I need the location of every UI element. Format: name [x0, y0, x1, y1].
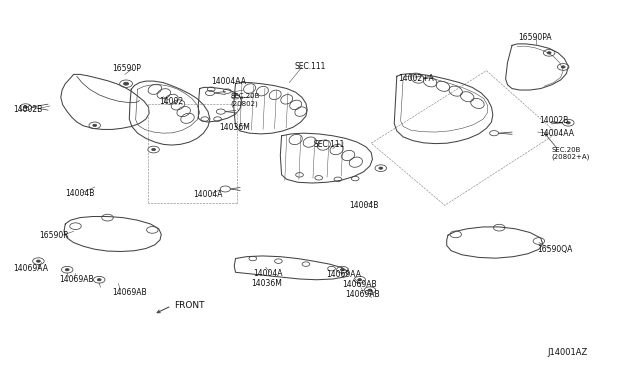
Circle shape — [36, 260, 40, 262]
Circle shape — [547, 52, 551, 54]
Text: 16590P: 16590P — [112, 64, 141, 73]
Circle shape — [93, 124, 97, 126]
Text: 14004A: 14004A — [253, 269, 283, 278]
Text: 14069AA: 14069AA — [13, 264, 48, 273]
Circle shape — [24, 106, 28, 108]
Text: (20802): (20802) — [230, 101, 258, 108]
Text: (20802+A): (20802+A) — [552, 154, 590, 160]
Circle shape — [124, 82, 129, 85]
Circle shape — [561, 66, 565, 68]
Text: 14036M: 14036M — [219, 123, 250, 132]
Text: 14004AA: 14004AA — [540, 129, 575, 138]
Text: 14004A: 14004A — [193, 190, 223, 199]
Text: 14069AB: 14069AB — [60, 275, 94, 284]
Text: J14001AZ: J14001AZ — [547, 348, 588, 357]
Text: 14004B: 14004B — [65, 189, 95, 198]
Text: 14069AB: 14069AB — [342, 280, 377, 289]
Text: 14002+A: 14002+A — [398, 74, 434, 83]
Circle shape — [368, 289, 372, 291]
Text: 14002B: 14002B — [13, 105, 42, 114]
Circle shape — [152, 148, 156, 151]
Circle shape — [379, 167, 383, 169]
Text: SEC.111: SEC.111 — [294, 62, 326, 71]
Text: 14004AA: 14004AA — [211, 77, 246, 86]
Text: 14036M: 14036M — [252, 279, 282, 288]
Text: 16590QA: 16590QA — [538, 245, 573, 254]
Text: 14069AB: 14069AB — [346, 290, 380, 299]
Circle shape — [97, 279, 101, 281]
Circle shape — [358, 279, 362, 281]
Circle shape — [65, 269, 69, 271]
Text: SEC.20B: SEC.20B — [230, 93, 260, 99]
Text: 14069AA: 14069AA — [326, 270, 362, 279]
Text: 16590PA: 16590PA — [518, 33, 552, 42]
Text: 14069AB: 14069AB — [112, 288, 147, 296]
Text: 16590R: 16590R — [40, 231, 69, 240]
Text: SEC.111: SEC.111 — [314, 140, 345, 149]
Text: SEC.20B: SEC.20B — [552, 147, 581, 153]
Text: 14002: 14002 — [159, 97, 183, 106]
Text: FRONT: FRONT — [174, 301, 205, 310]
Text: 14004B: 14004B — [349, 201, 378, 210]
Circle shape — [566, 122, 570, 124]
Circle shape — [340, 269, 344, 271]
Text: 14002B: 14002B — [540, 116, 569, 125]
